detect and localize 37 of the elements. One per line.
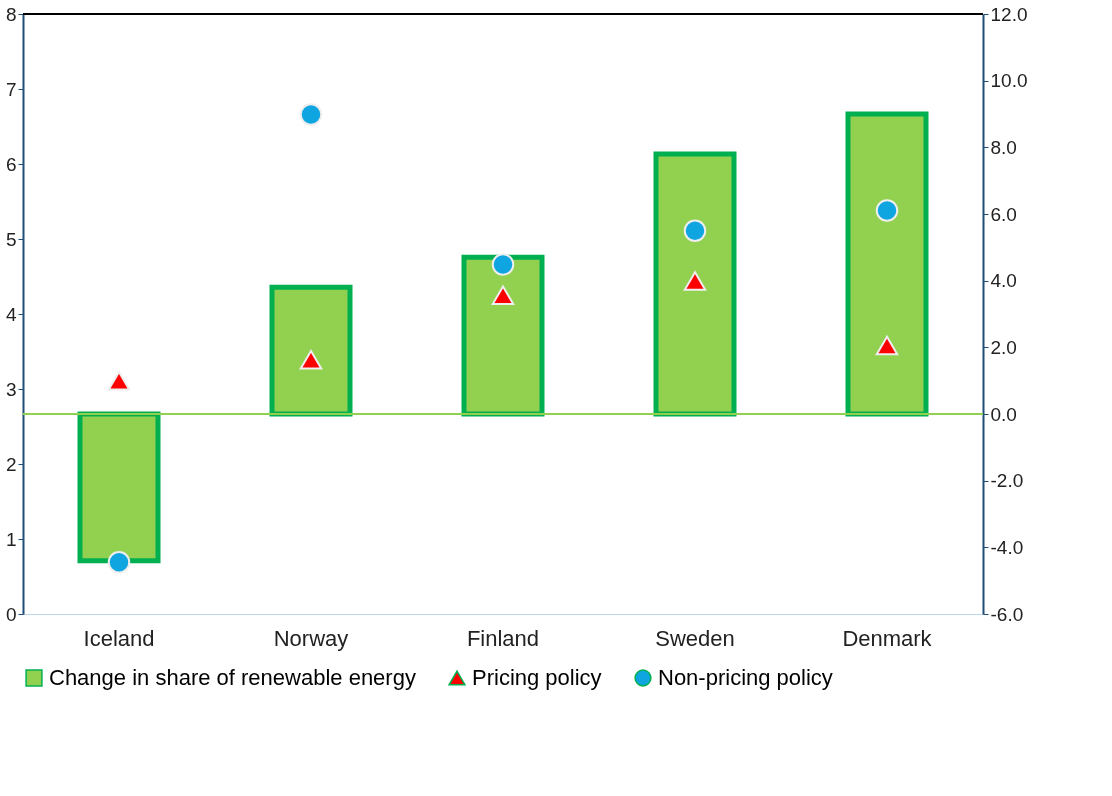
- point: [491, 285, 515, 306]
- legend-label: Non-pricing policy: [658, 665, 833, 690]
- point: [683, 219, 707, 242]
- y2-tick-label: -6.0: [990, 603, 1024, 625]
- y2-tick-label: 12.0: [990, 3, 1028, 25]
- x-tick-label: Finland: [466, 625, 540, 651]
- y-tick-label: 0: [5, 603, 17, 625]
- y-tick-label: 8: [5, 3, 17, 25]
- y2-tick-label: -2.0: [990, 470, 1024, 492]
- y2-tick-label: 10.0: [990, 70, 1028, 92]
- y-tick-label: 3: [5, 378, 17, 400]
- point: [299, 103, 323, 126]
- point: [491, 253, 515, 276]
- legend-label: Pricing policy: [472, 665, 602, 690]
- y2-tick-label: -4.0: [990, 536, 1024, 558]
- y2-tick-label: 2.0: [990, 336, 1017, 358]
- x-tick-label: Iceland: [83, 625, 155, 651]
- y2-tick-label: 8.0: [990, 136, 1017, 158]
- point: [107, 370, 131, 391]
- y2-tick-label: 6.0: [990, 203, 1017, 225]
- y-tick-label: 2: [5, 453, 17, 475]
- y-tick-label: 5: [5, 228, 17, 250]
- point: [875, 199, 899, 222]
- x-tick-label: Norway: [273, 625, 349, 651]
- y-tick-label: 1: [5, 528, 17, 550]
- y-tick-label: 4: [5, 303, 17, 325]
- legend-label: Change in share of renewable energy: [49, 665, 416, 690]
- x-tick-label: Denmark: [842, 625, 933, 651]
- y-tick-label: 7: [5, 78, 17, 100]
- y-tick-label: 6: [5, 153, 17, 175]
- x-tick-label: Sweden: [655, 625, 735, 651]
- point: [299, 349, 323, 370]
- y2-tick-label: 4.0: [990, 270, 1017, 292]
- point: [875, 335, 899, 356]
- point: [683, 271, 707, 291]
- point: [107, 551, 131, 574]
- y2-tick-label: 0.0: [990, 403, 1017, 425]
